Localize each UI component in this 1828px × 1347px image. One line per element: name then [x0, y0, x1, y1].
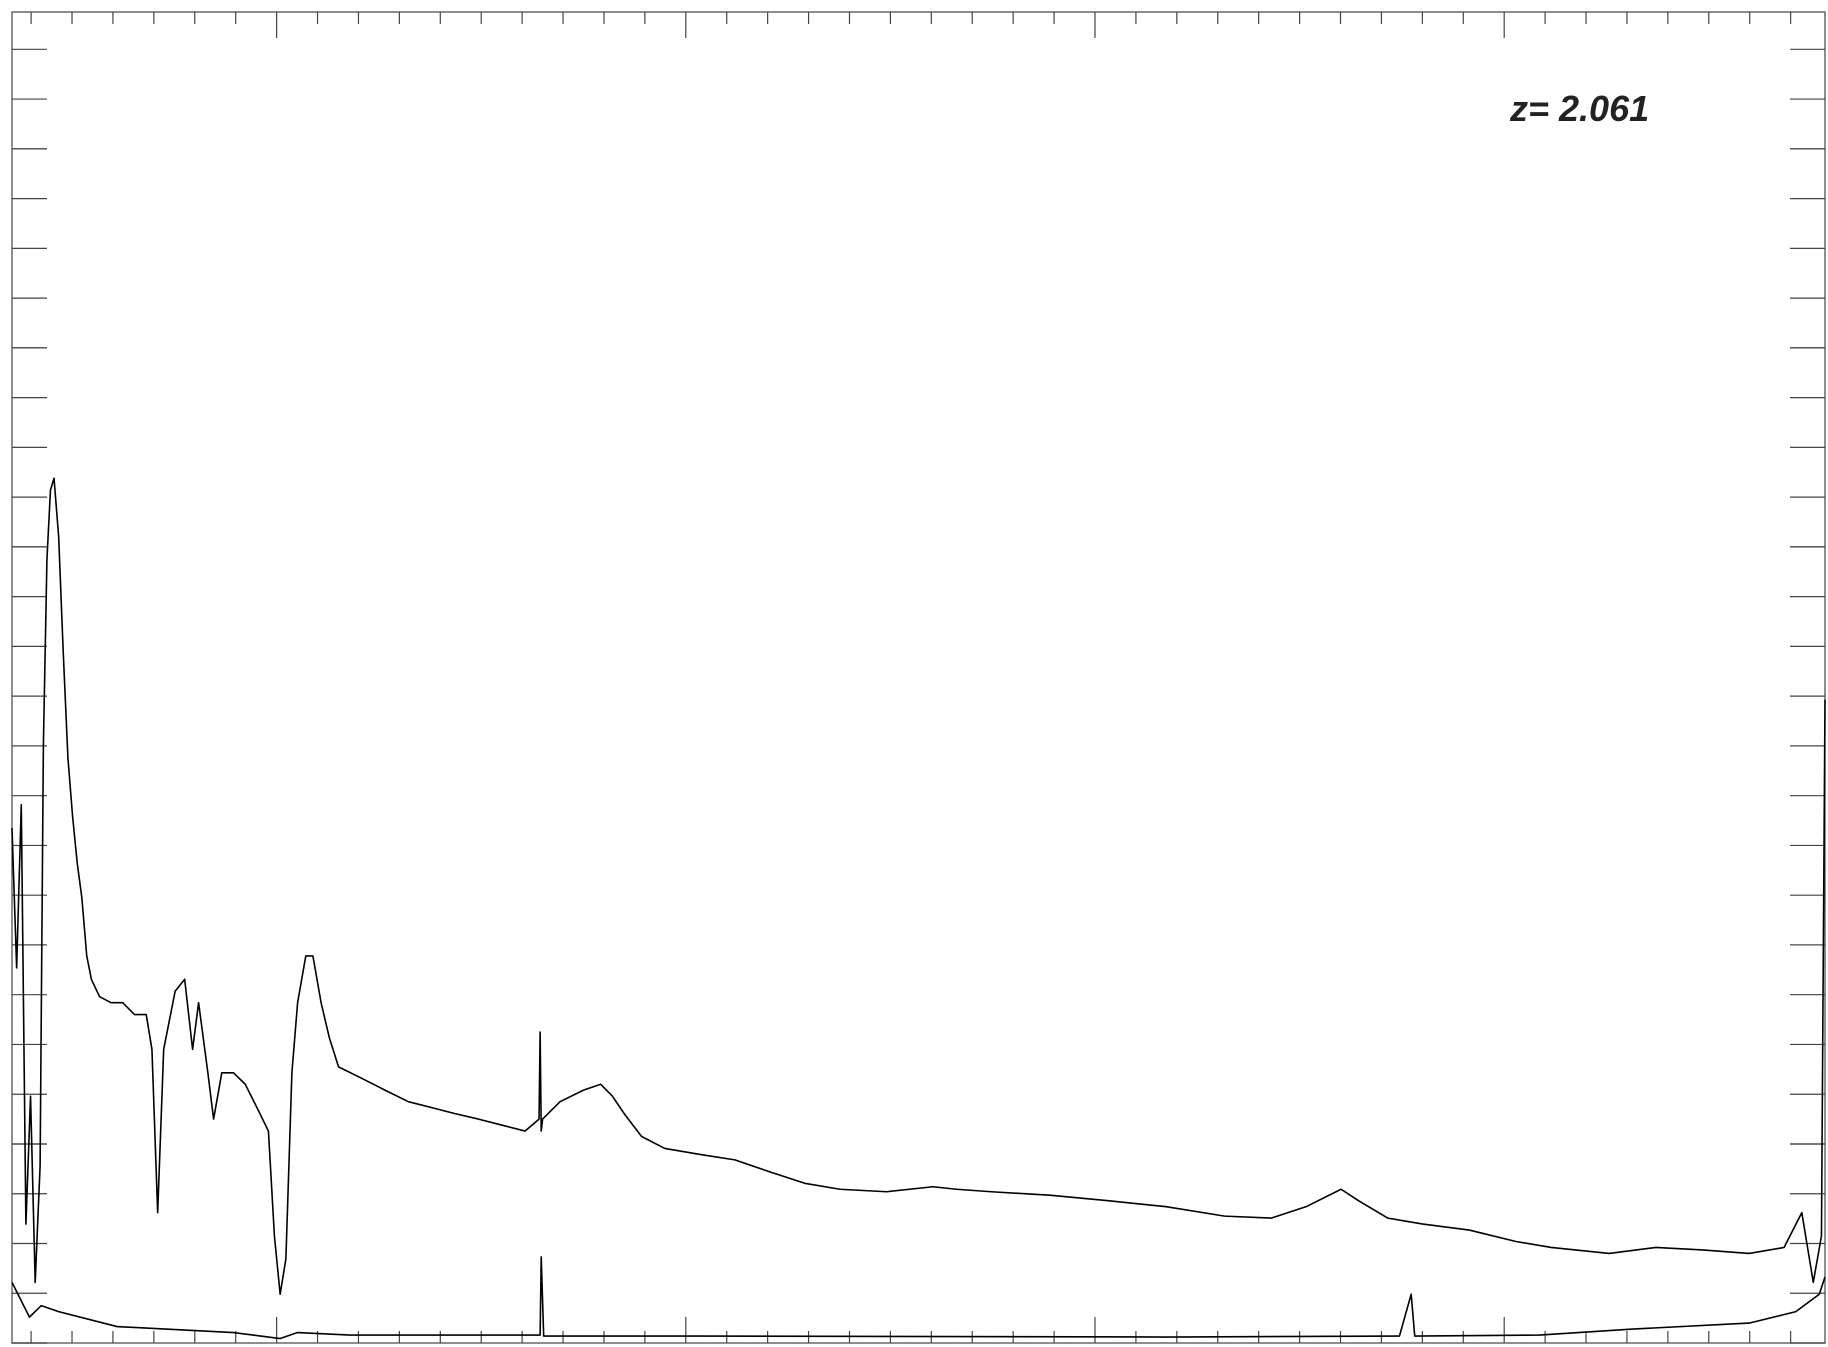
redshift-label: z= 2.061: [1509, 88, 1649, 129]
plot-frame: [11, 11, 1826, 1344]
spectrum-line: [11, 1256, 1826, 1340]
spectrum-line: [11, 477, 1826, 1296]
